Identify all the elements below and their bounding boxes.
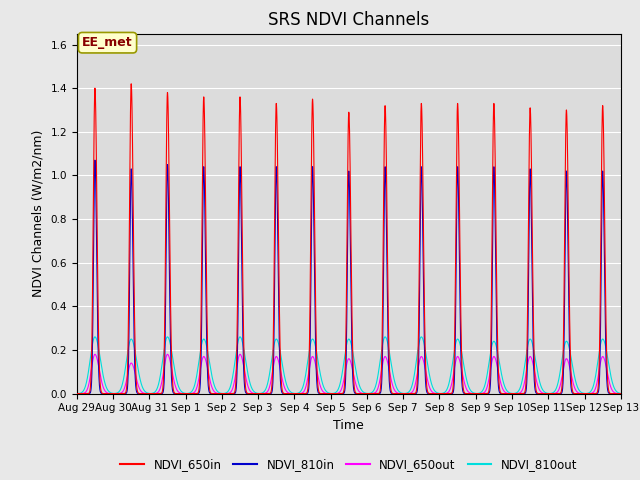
Text: EE_met: EE_met (82, 36, 133, 49)
NDVI_650in (615, 391, 623, 396)
NDVI_810in (276, 379, 284, 384)
NDVI_810out (189, 386, 197, 392)
Line: NDVI_650in: NDVI_650in (77, 84, 621, 394)
NDVI_810in (617, 391, 625, 396)
NDVI_810out (276, 350, 284, 356)
X-axis label: Time: Time (333, 419, 364, 432)
NDVI_810out (617, 391, 625, 396)
Title: SRS NDVI Channels: SRS NDVI Channels (268, 11, 429, 29)
NDVI_650out (184, 391, 191, 396)
NDVI_810in (91, 157, 99, 163)
Legend: NDVI_650in, NDVI_810in, NDVI_650out, NDVI_810out: NDVI_650in, NDVI_810in, NDVI_650out, NDV… (116, 454, 582, 476)
NDVI_650in (189, 391, 197, 396)
NDVI_650in (127, 81, 135, 87)
NDVI_650out (501, 389, 509, 395)
Line: NDVI_810in: NDVI_810in (77, 160, 621, 394)
NDVI_650in (424, 389, 431, 395)
NDVI_810in (189, 391, 197, 396)
NDVI_650out (91, 351, 99, 357)
Line: NDVI_650out: NDVI_650out (77, 354, 621, 394)
NDVI_650in (617, 391, 625, 396)
NDVI_810out (615, 390, 623, 396)
NDVI_650out (615, 391, 623, 396)
NDVI_810out (73, 391, 81, 396)
NDVI_650out (617, 391, 625, 396)
NDVI_810in (424, 391, 431, 396)
NDVI_650in (501, 391, 509, 396)
NDVI_810in (615, 391, 623, 396)
Y-axis label: NDVI Channels (W/m2/nm): NDVI Channels (W/m2/nm) (32, 130, 45, 297)
NDVI_650in (73, 391, 81, 396)
NDVI_810out (184, 391, 191, 396)
Line: NDVI_810out: NDVI_810out (77, 337, 621, 394)
NDVI_810in (184, 391, 191, 396)
NDVI_810out (501, 384, 509, 390)
NDVI_650out (189, 390, 197, 396)
NDVI_810in (501, 391, 509, 396)
NDVI_650out (73, 391, 81, 396)
NDVI_810out (91, 334, 99, 340)
NDVI_810in (73, 391, 81, 396)
NDVI_650in (276, 360, 284, 366)
NDVI_650out (276, 368, 284, 373)
NDVI_810out (424, 363, 431, 369)
NDVI_650in (184, 391, 191, 396)
NDVI_650out (424, 379, 431, 384)
